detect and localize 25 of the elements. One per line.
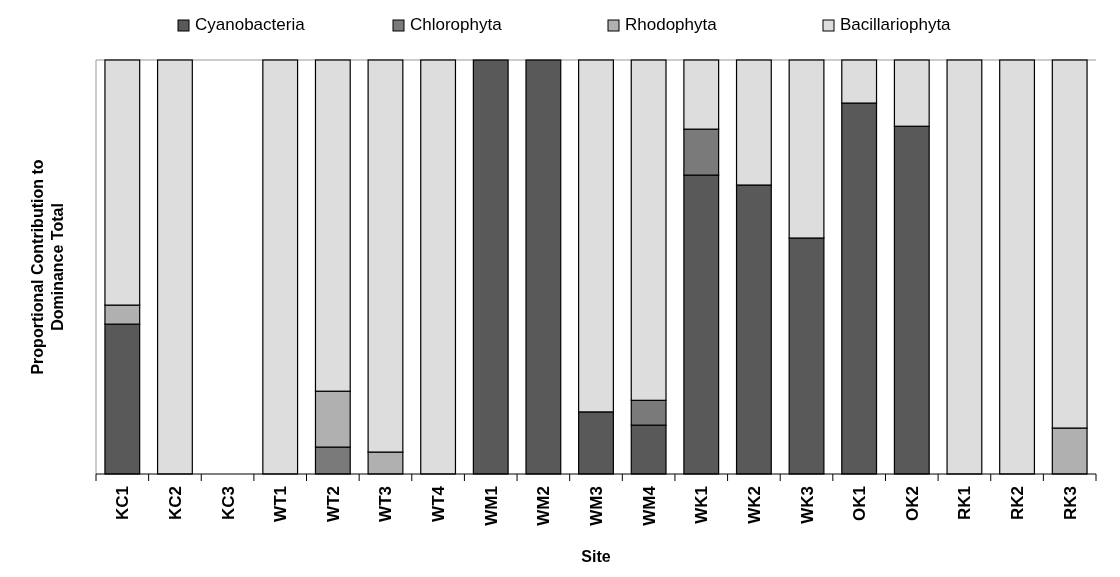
- x-tick-label: WK3: [797, 486, 817, 524]
- x-tick-label: KC1: [113, 486, 133, 521]
- x-tick-label: WT3: [376, 486, 396, 522]
- x-tick-label: WM2: [534, 486, 554, 526]
- x-tick-label: WT2: [323, 486, 343, 522]
- x-tick-label: KC2: [165, 486, 185, 521]
- x-tick-label: WM1: [481, 486, 501, 526]
- x-tick-label: WM4: [639, 485, 659, 526]
- x-tick-label: WM3: [587, 486, 606, 526]
- legend-label: Chlorophyta: [410, 15, 503, 34]
- x-tick-label: RK1: [955, 486, 975, 521]
- x-tick-label: RK3: [1060, 486, 1080, 521]
- x-tick-label: WT4: [429, 485, 449, 522]
- legend-label: Rhodophyta: [625, 15, 718, 34]
- legend-label: Bacillariophyta: [840, 15, 952, 34]
- x-tick-label: WK1: [692, 486, 712, 524]
- legend-label: Cyanobacteria: [195, 15, 306, 34]
- x-tick-label: RK2: [1008, 486, 1028, 521]
- x-axis-title: Site: [581, 548, 611, 565]
- y-axis-title: Proportional Contribution to Dominance Total: [28, 158, 67, 377]
- x-tick-label: OK1: [850, 486, 870, 521]
- x-tick-label: OK2: [902, 486, 922, 521]
- x-tick-label: WK2: [744, 486, 764, 524]
- x-tick-label: KC3: [218, 486, 238, 521]
- x-tick-label: WT1: [271, 486, 291, 522]
